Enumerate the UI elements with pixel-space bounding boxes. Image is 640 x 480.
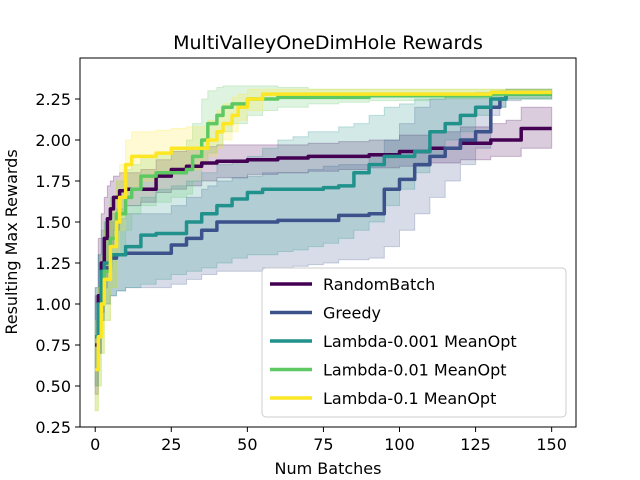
- y-tick-label: 1.75: [35, 172, 71, 191]
- band-series-1: [94, 88, 553, 387]
- x-tick-label: 25: [161, 435, 181, 454]
- band-series-2: [94, 88, 553, 387]
- x-axis-title: Num Batches: [275, 459, 382, 478]
- y-tick-label: 1.00: [35, 295, 71, 314]
- y-tick-label: 1.50: [35, 213, 71, 232]
- y-tick-label: 0.75: [35, 336, 71, 355]
- legend-label-3: Lambda-0.01 MeanOpt: [323, 361, 507, 380]
- legend-label-1: Greedy: [323, 304, 381, 323]
- y-axis-ticks: 0.25 0.50 0.75 1.00 1.25 1.50 1.75 2.00 2.25: [35, 90, 80, 437]
- line-series-2: [95, 92, 552, 339]
- legend-label-0: RandomBatch: [323, 275, 435, 294]
- x-tick-label: 50: [237, 435, 257, 454]
- line-series-4: [95, 90, 552, 372]
- y-tick-label: 2.25: [35, 90, 71, 109]
- y-tick-label: 0.25: [35, 418, 71, 437]
- y-tick-label: 0.50: [35, 377, 71, 396]
- x-tick-label: 0: [90, 435, 100, 454]
- x-tick-label: 150: [536, 435, 567, 454]
- x-tick-label: 125: [460, 435, 491, 454]
- legend: RandomBatch Greedy Lambda-0.001 MeanOpt Lam…: [261, 267, 567, 418]
- x-tick-label: 100: [384, 435, 415, 454]
- y-axis-title: Resulting Max Rewards: [2, 149, 21, 334]
- y-tick-label: 2.00: [35, 131, 71, 150]
- series-lines: [95, 90, 552, 372]
- legend-label-2: Lambda-0.001 MeanOpt: [323, 332, 517, 351]
- x-tick-label: 75: [313, 435, 333, 454]
- y-tick-label: 1.25: [35, 254, 71, 273]
- legend-box: [261, 267, 567, 418]
- legend-label-4: Lambda-0.1 MeanOpt: [323, 389, 496, 408]
- plot-frame: [79, 57, 577, 428]
- x-axis-ticks: 0 25 50 75 100 125 150: [90, 427, 567, 454]
- chart-title: MultiValleyOneDimHole Rewards: [173, 32, 483, 54]
